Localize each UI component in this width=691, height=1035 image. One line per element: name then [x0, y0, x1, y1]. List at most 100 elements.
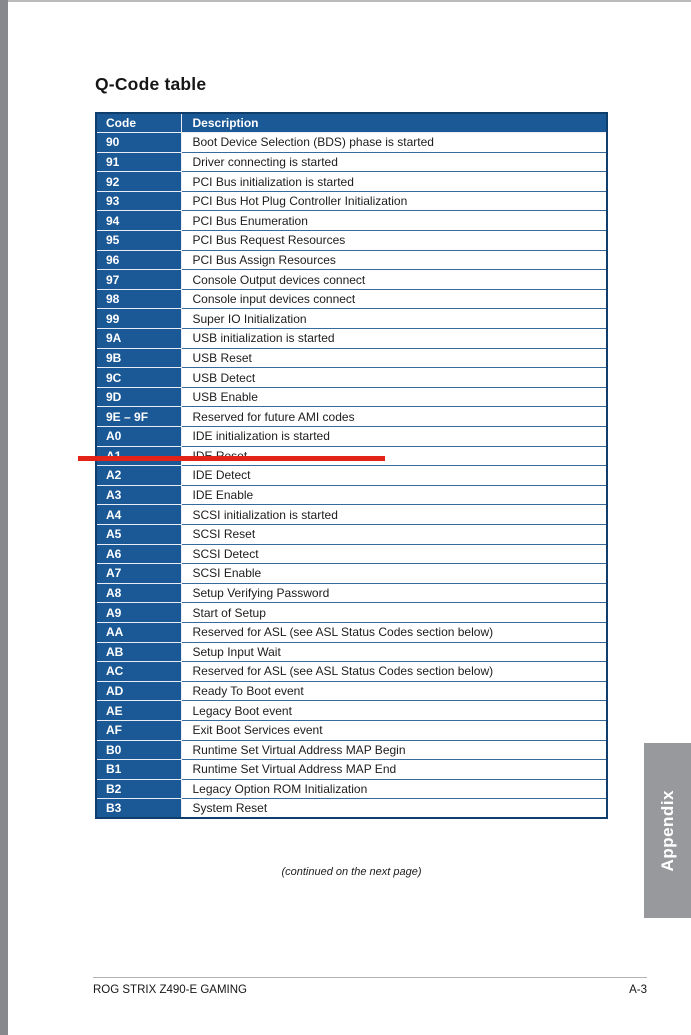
- qcode-cell: A2: [96, 465, 181, 486]
- qcode-cell: A6: [96, 544, 181, 565]
- red-annotation-underline: [78, 456, 385, 461]
- table-row: B0 Runtime Set Virtual Address MAP Begin: [96, 740, 607, 761]
- description-cell: Super IO Initialization: [180, 308, 607, 330]
- qcode-cell: 9A: [96, 328, 181, 349]
- qcode-cell: AC: [96, 661, 181, 682]
- qcode-cell: B0: [96, 740, 181, 761]
- table-row: 94 PCI Bus Enumeration: [96, 210, 607, 232]
- qcode-table-body: 90 Boot Device Selection (BDS) phase is s…: [96, 132, 607, 819]
- description-cell: Driver connecting is started: [180, 152, 607, 173]
- qcode-cell: 96: [96, 250, 181, 271]
- table-row: 9A USB initialization is started: [96, 328, 607, 349]
- description-cell: IDE initialization is started: [180, 426, 607, 447]
- description-cell: PCI Bus Enumeration: [180, 210, 607, 232]
- table-row: 90 Boot Device Selection (BDS) phase is s…: [96, 132, 607, 153]
- table-row: A9 Start of Setup: [96, 602, 607, 623]
- table-row: 93 PCI Bus Hot Plug Controller Initializa…: [96, 191, 607, 212]
- qcode-cell: 92: [96, 171, 181, 192]
- table-row: 98 Console input devices connect: [96, 289, 607, 310]
- description-cell: IDE Detect: [180, 465, 607, 486]
- qcode-cell: 93: [96, 191, 181, 212]
- qcode-cell: AF: [96, 720, 181, 741]
- footer-page-number: A-3: [629, 984, 647, 996]
- table-row: A4 SCSI initialization is started: [96, 504, 607, 525]
- qcode-cell: AB: [96, 642, 181, 663]
- table-row: A0 IDE initialization is started: [96, 426, 607, 447]
- page-edge-shadow: [0, 0, 8, 1035]
- qcode-cell: 97: [96, 269, 181, 290]
- table-row: AA Reserved for ASL (see ASL Status Codes…: [96, 622, 607, 643]
- table-row: 92 PCI Bus initialization is started: [96, 171, 607, 192]
- description-cell: PCI Bus Request Resources: [180, 230, 607, 251]
- table-row: 97 Console Output devices connect: [96, 269, 607, 290]
- qcode-cell: 95: [96, 230, 181, 251]
- table-row: A3 IDE Enable: [96, 485, 607, 506]
- description-cell: Console input devices connect: [180, 289, 607, 310]
- qcode-cell: 9D: [96, 387, 181, 408]
- description-cell: USB Enable: [180, 387, 607, 408]
- footer-document-name: ROG STRIX Z490-E GAMING: [93, 984, 247, 996]
- description-cell: Setup Verifying Password: [180, 583, 607, 604]
- table-row: 99 Super IO Initialization: [96, 308, 607, 330]
- table-row: B3 System Reset: [96, 798, 607, 819]
- qcode-cell: 94: [96, 210, 181, 232]
- description-cell: PCI Bus initialization is started: [180, 171, 607, 192]
- table-row: 9D USB Enable: [96, 387, 607, 408]
- description-cell: Start of Setup: [180, 602, 607, 623]
- table-row: AF Exit Boot Services event: [96, 720, 607, 741]
- description-cell: Legacy Boot event: [180, 700, 607, 721]
- description-cell: Reserved for ASL (see ASL Status Codes s…: [180, 622, 607, 643]
- description-cell: Boot Device Selection (BDS) phase is sta…: [180, 132, 607, 153]
- qcode-cell: 98: [96, 289, 181, 310]
- table-header-row: Code Description: [96, 113, 607, 134]
- description-cell: PCI Bus Hot Plug Controller Initializati…: [180, 191, 607, 212]
- qcode-cell: AD: [96, 681, 181, 702]
- qcode-cell: A7: [96, 563, 181, 584]
- table-row: 91 Driver connecting is started: [96, 152, 607, 173]
- table-row: AE Legacy Boot event: [96, 700, 607, 721]
- table-row: 9B USB Reset: [96, 348, 607, 369]
- table-row: 9E – 9F Reserved for future AMI codes: [96, 406, 607, 427]
- page-top-border: [8, 0, 691, 2]
- qcode-cell: B2: [96, 779, 181, 800]
- description-cell: IDE Enable: [180, 485, 607, 506]
- column-header-code: Code: [96, 113, 181, 134]
- description-cell: PCI Bus Assign Resources: [180, 250, 607, 271]
- description-cell: SCSI Detect: [180, 544, 607, 565]
- description-cell: Reserved for ASL (see ASL Status Codes s…: [180, 661, 607, 682]
- table-row: A8 Setup Verifying Password: [96, 583, 607, 604]
- table-row: AC Reserved for ASL (see ASL Status Codes…: [96, 661, 607, 682]
- table-row: A2 IDE Detect: [96, 465, 607, 486]
- description-cell: Legacy Option ROM Initialization: [180, 779, 607, 800]
- table-row: A5 SCSI Reset: [96, 524, 607, 545]
- qcode-cell: AA: [96, 622, 181, 643]
- qcode-cell: AE: [96, 700, 181, 721]
- table-row: 96 PCI Bus Assign Resources: [96, 250, 607, 271]
- description-cell: Ready To Boot event: [180, 681, 607, 702]
- description-cell: Exit Boot Services event: [180, 720, 607, 741]
- description-cell: USB Reset: [180, 348, 607, 369]
- qcode-cell: B1: [96, 759, 181, 780]
- table-row: A6 SCSI Detect: [96, 544, 607, 565]
- description-cell: Runtime Set Virtual Address MAP Begin: [180, 740, 607, 761]
- description-cell: SCSI Reset: [180, 524, 607, 545]
- qcode-cell: A4: [96, 504, 181, 525]
- description-cell: Setup Input Wait: [180, 642, 607, 663]
- table-row: B2 Legacy Option ROM Initialization: [96, 779, 607, 800]
- qcode-cell: 99: [96, 308, 181, 330]
- table-row: AB Setup Input Wait: [96, 642, 607, 663]
- qcode-cell: 91: [96, 152, 181, 173]
- column-header-description: Description: [180, 113, 607, 134]
- qcode-cell: A8: [96, 583, 181, 604]
- qcode-cell: B3: [96, 798, 181, 819]
- description-cell: System Reset: [180, 798, 607, 819]
- description-cell: USB Detect: [180, 367, 607, 388]
- description-cell: Reserved for future AMI codes: [180, 406, 607, 427]
- qcode-cell: 9E – 9F: [96, 406, 181, 427]
- description-cell: USB initialization is started: [180, 328, 607, 349]
- qcode-cell: 90: [96, 132, 181, 153]
- table-row: 9C USB Detect: [96, 367, 607, 388]
- continued-note: (continued on the next page): [281, 866, 422, 878]
- qcode-cell: A5: [96, 524, 181, 545]
- table-row: 95 PCI Bus Request Resources: [96, 230, 607, 251]
